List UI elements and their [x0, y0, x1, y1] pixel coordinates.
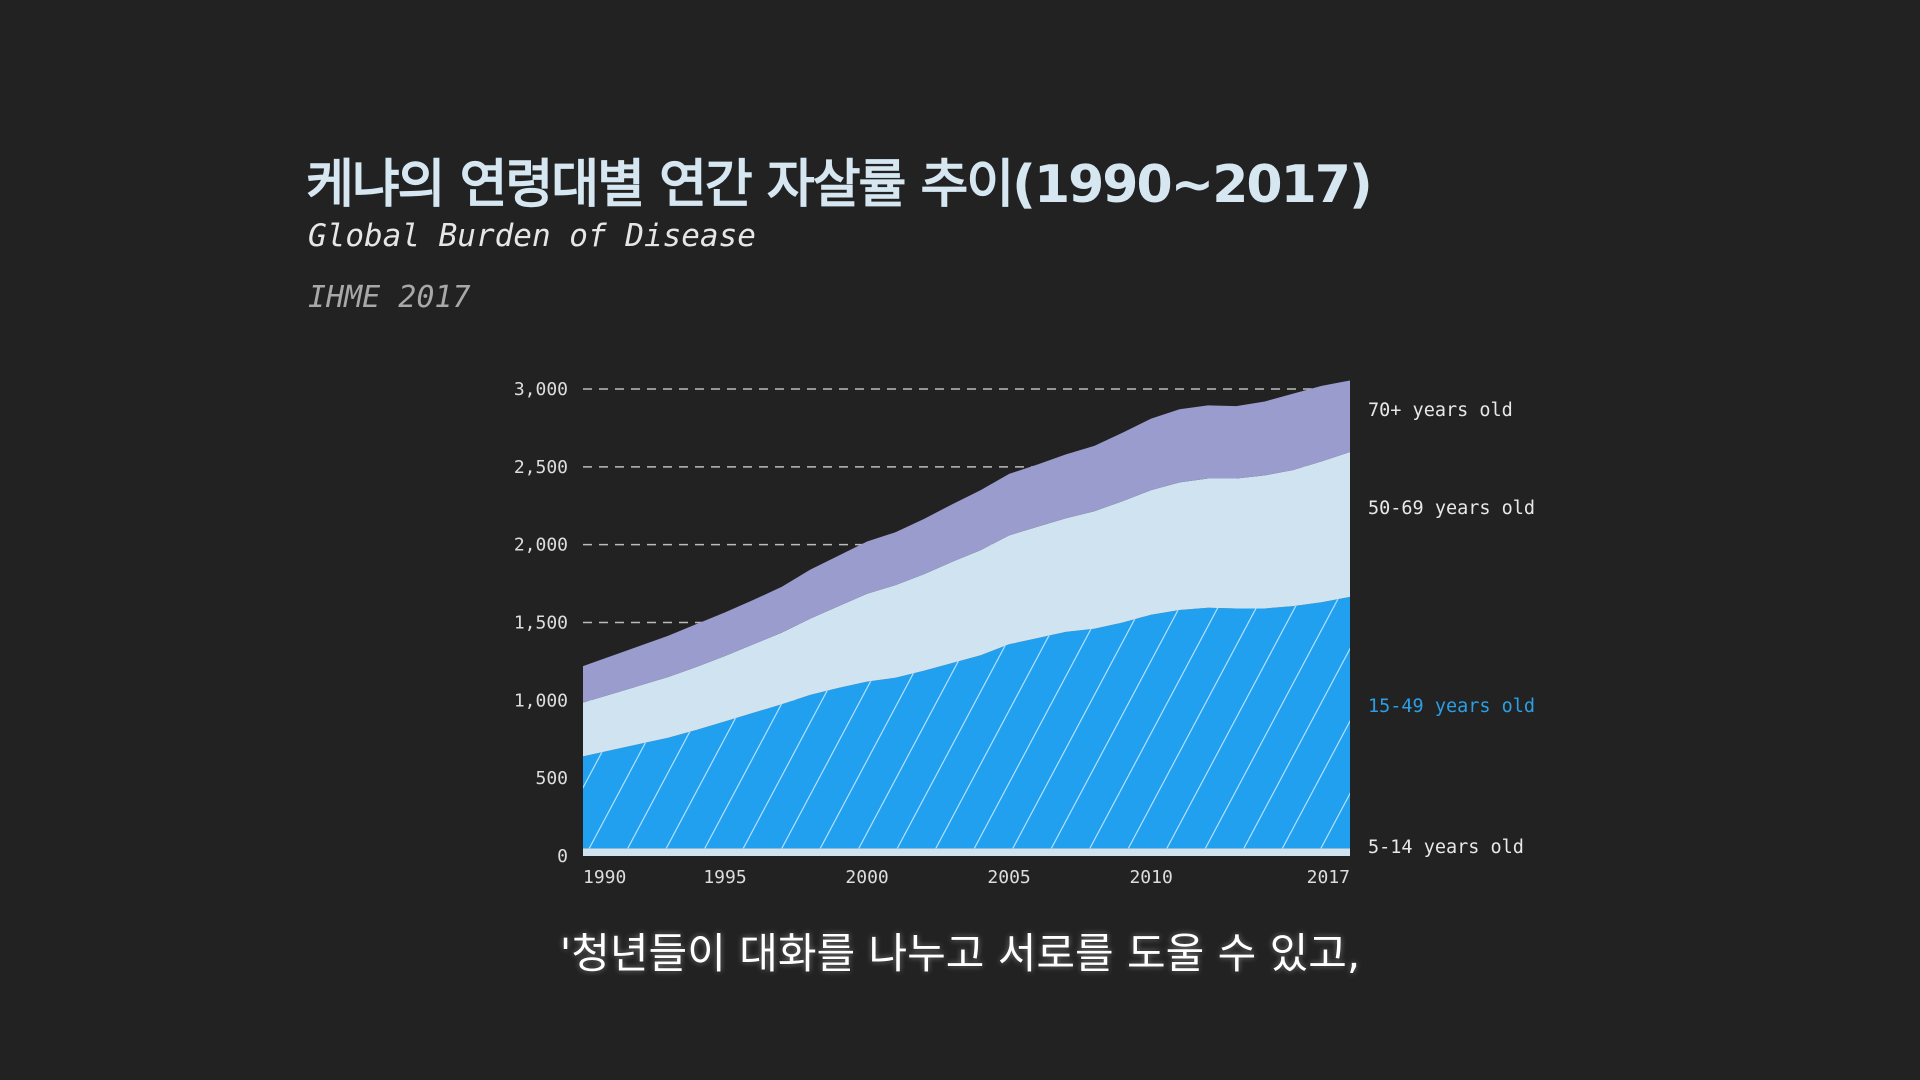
- x-axis: 1990 1995 2000 2005 2010 2017: [583, 867, 1350, 888]
- y-tick-label: 2,500: [514, 457, 568, 478]
- series-label-age-15-49: 15-49 years old: [1368, 696, 1535, 717]
- y-tick-label: 0: [557, 846, 568, 867]
- x-tick-label: 2000: [845, 867, 888, 888]
- x-tick-label: 1995: [703, 867, 746, 888]
- areas: [583, 380, 1350, 856]
- series-label-age-70-plus: 70+ years old: [1368, 400, 1513, 421]
- y-tick-label: 1,500: [514, 613, 568, 634]
- x-tick-label: 2017: [1307, 867, 1350, 888]
- source-label: Global Burden of Disease: [308, 218, 756, 254]
- y-tick-label: 3,000: [514, 379, 568, 400]
- y-tick-label: 1,000: [514, 690, 568, 711]
- y-tick-label: 500: [535, 768, 568, 789]
- y-tick-label: 2,000: [514, 535, 568, 556]
- area-age-50-69: [583, 452, 1350, 757]
- series-label-age-5-14: 5-14 years old: [1368, 837, 1524, 858]
- chart-title: 케냐의 연령대별 연간 자살률 추이(1990~2017): [306, 155, 1373, 215]
- subtitle-caption: '청년들이 대화를 나누고 서로를 도울 수 있고,: [559, 929, 1361, 978]
- x-tick-label: 1990: [583, 867, 626, 888]
- series-label-age-50-69: 50-69 years old: [1368, 498, 1535, 519]
- area-age-15-49: [583, 596, 1350, 849]
- series-labels: 5-14 years old 15-49 years old 50-69 years…: [1368, 400, 1535, 858]
- source-year-label: IHME 2017: [308, 280, 471, 315]
- y-axis: 0 500 1,000 1,500 2,000 2,500 3,000: [514, 379, 568, 867]
- x-tick-label: 2005: [987, 867, 1030, 888]
- area-age-70-plus: [583, 380, 1350, 703]
- area-age-5-14: [583, 848, 1350, 856]
- x-tick-label: 2010: [1129, 867, 1172, 888]
